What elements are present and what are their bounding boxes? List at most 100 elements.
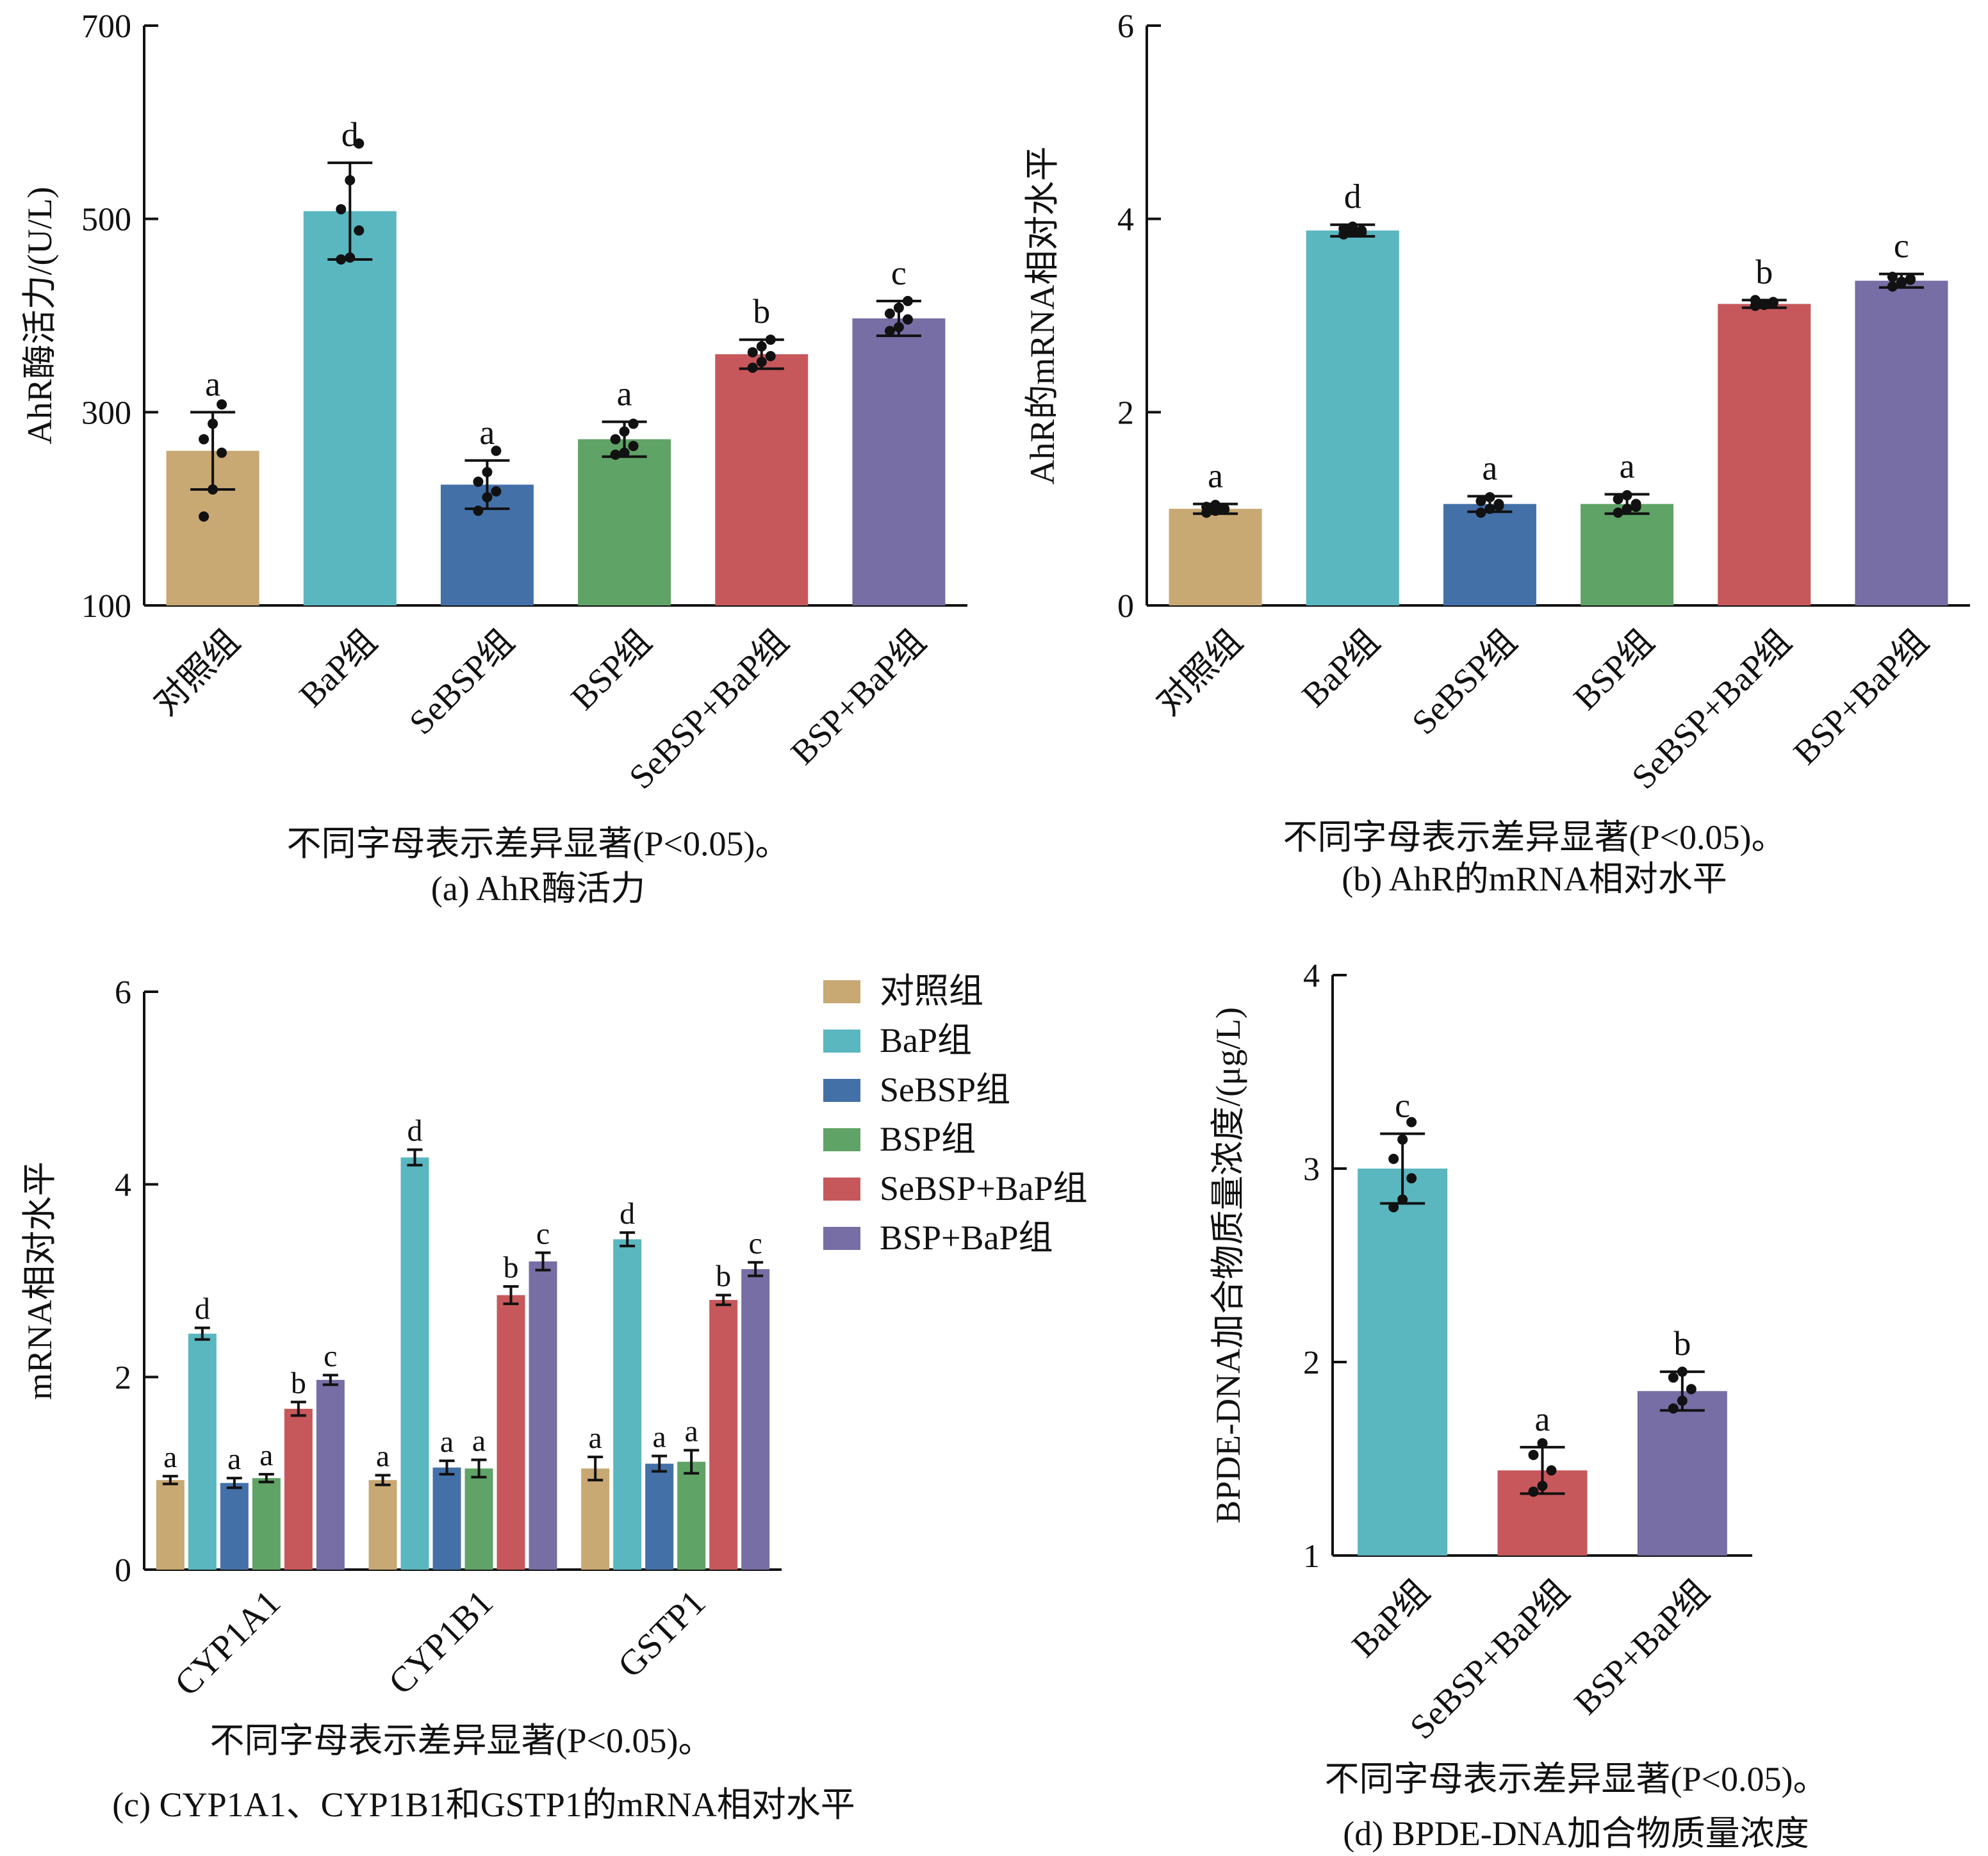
x-tick-label: BaP组 xyxy=(1294,622,1386,714)
significance-letter: b xyxy=(753,292,770,331)
data-point xyxy=(884,325,895,336)
significance-letter: a xyxy=(1620,447,1635,486)
significance-letter: c xyxy=(324,1339,337,1373)
significance-letter: a xyxy=(617,374,632,413)
y-tick-label: 6 xyxy=(1117,8,1134,45)
footnote: 不同字母表示差异显著(P<0.05)。 xyxy=(287,825,790,863)
bar xyxy=(1358,1169,1448,1556)
data-point xyxy=(902,295,913,306)
data-point xyxy=(893,302,904,313)
legend-swatch xyxy=(823,1079,860,1102)
y-tick-label: 300 xyxy=(81,395,131,431)
data-point xyxy=(1768,297,1779,308)
x-tick-label: SeBSP组 xyxy=(1404,622,1524,742)
data-point xyxy=(208,484,218,495)
data-point xyxy=(610,449,621,460)
data-point xyxy=(619,447,630,458)
data-point xyxy=(1397,1194,1408,1205)
significance-letter: a xyxy=(589,1421,602,1455)
bar xyxy=(1443,504,1536,605)
data-point xyxy=(1493,500,1504,511)
data-point xyxy=(1887,281,1898,292)
data-point xyxy=(765,350,776,361)
footnote: 不同字母表示差异显著(P<0.05)。 xyxy=(1283,818,1786,857)
significance-letter: c xyxy=(1894,227,1909,265)
data-point xyxy=(345,175,356,186)
data-point xyxy=(1613,494,1623,505)
legend-swatch xyxy=(823,980,860,1003)
y-tick-label: 2 xyxy=(1117,395,1134,431)
y-axis-label: AhR酶活力/(U/L) xyxy=(21,187,59,445)
data-point xyxy=(1677,1367,1688,1377)
data-point xyxy=(345,252,356,263)
data-point xyxy=(1219,504,1230,515)
significance-letter: d xyxy=(195,1292,210,1326)
y-tick-label: 6 xyxy=(115,974,131,1011)
data-point xyxy=(354,225,365,236)
significance-letter: b xyxy=(1673,1324,1691,1363)
legend-label: BSP+BaP组 xyxy=(880,1219,1053,1257)
data-point xyxy=(1750,295,1761,306)
data-point xyxy=(1475,496,1486,507)
bar xyxy=(1169,509,1262,605)
data-point xyxy=(1397,1134,1408,1145)
data-point xyxy=(1475,507,1486,518)
data-point xyxy=(628,418,639,429)
data-point xyxy=(1484,492,1495,503)
data-point xyxy=(1537,1438,1548,1449)
significance-letter: d xyxy=(407,1114,423,1148)
significance-letter: c xyxy=(749,1226,762,1260)
x-tick-label: GSTP1 xyxy=(611,1582,713,1685)
data-point xyxy=(1406,1117,1417,1128)
y-tick-label: 4 xyxy=(1303,958,1320,994)
data-point xyxy=(208,418,218,429)
x-tick-label: BSP组 xyxy=(1566,622,1662,718)
data-point xyxy=(473,476,484,487)
significance-letter: a xyxy=(685,1415,698,1449)
data-point xyxy=(354,138,365,149)
significance-letter: a xyxy=(259,1438,273,1472)
data-point xyxy=(756,341,767,352)
bar xyxy=(316,1379,345,1570)
significance-letter: c xyxy=(891,254,907,292)
data-point xyxy=(1356,227,1367,238)
footnote: 不同字母表示差异显著(P<0.05)。 xyxy=(210,1721,713,1760)
significance-letter: a xyxy=(440,1425,454,1459)
x-tick-label: CYP1A1 xyxy=(167,1582,288,1704)
significance-letter: a xyxy=(472,1424,486,1458)
data-point xyxy=(217,399,227,410)
data-point xyxy=(628,441,639,452)
bar xyxy=(156,1480,185,1570)
significance-letter: a xyxy=(1482,449,1497,488)
legend-swatch xyxy=(823,1030,860,1053)
significance-letter: b xyxy=(1755,252,1773,291)
data-point xyxy=(1613,507,1623,518)
legend: 对照组 BaP组 SeBSP组 BSP组 SeBSP+BaP组 BSP+BaP组 xyxy=(823,972,1088,1257)
y-tick-label: 0 xyxy=(115,1552,131,1589)
y-axis-label: mRNA相对水平 xyxy=(21,1162,59,1400)
data-point xyxy=(1201,502,1212,513)
data-point xyxy=(1905,274,1916,285)
data-point xyxy=(1896,276,1907,287)
significance-letter: c xyxy=(536,1217,550,1251)
data-point xyxy=(1537,1481,1548,1491)
significance-letter: a xyxy=(227,1442,241,1476)
data-point xyxy=(1677,1395,1688,1406)
data-point xyxy=(1631,502,1641,513)
bar xyxy=(497,1295,525,1570)
y-tick-label: 500 xyxy=(81,202,131,238)
data-point xyxy=(902,314,913,325)
data-point xyxy=(1686,1384,1696,1395)
data-point xyxy=(1347,221,1358,232)
data-point xyxy=(1388,1202,1399,1213)
data-point xyxy=(482,492,493,503)
x-tick-label: BaP组 xyxy=(292,622,384,714)
data-point xyxy=(199,434,209,445)
y-tick-label: 2 xyxy=(115,1359,131,1396)
bar xyxy=(852,318,946,605)
legend-swatch xyxy=(823,1128,860,1151)
legend-label: SeBSP+BaP组 xyxy=(880,1169,1088,1208)
y-axis-label: AhR的mRNA相对水平 xyxy=(1023,146,1062,484)
